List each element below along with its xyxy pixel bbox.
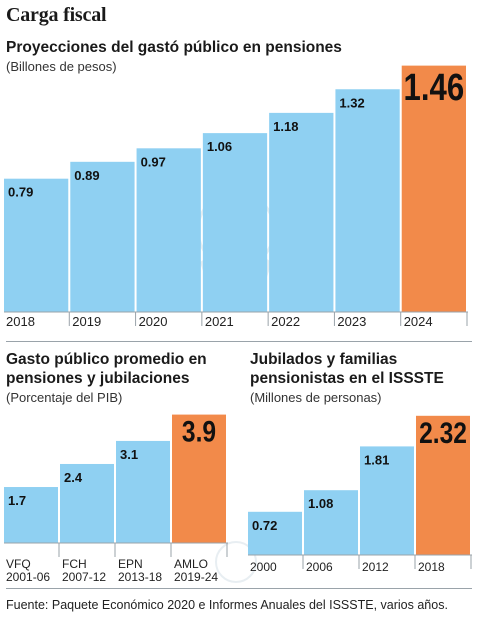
tick-label: 2023 — [337, 314, 366, 329]
data-label: 1.46 — [404, 67, 465, 109]
tick-label: 2018 — [6, 314, 35, 329]
data-label: 0.89 — [74, 168, 99, 183]
data-label: 0.72 — [252, 518, 277, 533]
chart-2-subtitle: (Porcentaje del PIB) — [6, 390, 123, 405]
chart-1-subtitle: (Billones de pesos) — [6, 59, 117, 74]
data-label: 1.81 — [364, 452, 389, 467]
bar-2000 — [248, 511, 302, 555]
data-label: 2.32 — [419, 415, 467, 449]
bar-2018 — [4, 178, 69, 312]
bar-2023 — [335, 89, 400, 312]
chart-3-title-line-2: pensionistas en el ISSSTE — [250, 370, 444, 387]
divider-bottom — [6, 588, 472, 589]
chart-2-title: Gasto público promedio en pensiones y ju… — [6, 350, 207, 388]
tick-label: EPN — [118, 557, 143, 571]
tick-label: 2022 — [271, 314, 300, 329]
tick-label: 2012 — [362, 560, 389, 574]
tick-label: AMLO — [174, 557, 208, 571]
divider-top — [6, 341, 472, 342]
chart-3-title: Jubilados y familias pensionistas en el … — [250, 350, 444, 388]
data-label: 3.9 — [182, 414, 216, 448]
chart-jubilados: 0.72 2000 1.08 2006 1.81 2012 2.32 2018 — [248, 415, 472, 574]
tick-label: 2019 — [72, 314, 101, 329]
data-label: 1.18 — [273, 119, 298, 134]
tick-label: FCH — [62, 557, 87, 571]
data-label: 1.06 — [207, 139, 232, 154]
tick-label: VFQ — [6, 557, 31, 571]
data-label: 0.97 — [141, 154, 166, 169]
data-label: 1.32 — [339, 95, 364, 110]
data-label: 1.08 — [308, 496, 333, 511]
bar-amlo — [172, 414, 226, 543]
tick-label: 2006 — [306, 560, 333, 574]
tick-label: 2018 — [418, 560, 445, 574]
bar-2021 — [202, 133, 268, 312]
bar-2019 — [70, 161, 135, 312]
bar-2024 — [401, 65, 466, 312]
chart-3-title-line-1: Jubilados y familias — [250, 351, 398, 368]
tick-label: 2021 — [205, 314, 234, 329]
tick-label: 2020 — [139, 314, 168, 329]
source-note: Fuente: Paquete Económico 2020 e Informe… — [6, 598, 448, 612]
chart-2-title-line-1: Gasto público promedio en — [6, 351, 207, 368]
tick-label: 2001-06 — [6, 570, 50, 584]
bar-2012 — [360, 446, 414, 555]
tick-label: 2000 — [250, 560, 277, 574]
bar-epn — [116, 440, 170, 543]
data-label: 3.1 — [120, 447, 138, 462]
tick-label: 2019-24 — [174, 570, 218, 584]
bar-2020 — [136, 148, 201, 312]
page-title: Carga fiscal — [6, 4, 107, 26]
bar-2018 — [416, 415, 470, 555]
data-label: 1.7 — [8, 493, 26, 508]
data-label: 0.79 — [8, 185, 33, 200]
bar-fch — [60, 463, 114, 543]
bar-2022 — [269, 112, 334, 312]
chart-proyecciones: 0.79 2018 0.89 2019 0.97 2020 1.06 2021 1.18 2022… — [4, 65, 468, 329]
chart-3-subtitle: (Millones de personas) — [250, 390, 382, 405]
eagle-watermark-small-icon — [215, 541, 257, 583]
tick-label: 2024 — [404, 314, 433, 329]
chart-1-title: Proyecciones del gastó público en pensio… — [6, 39, 342, 56]
bar-2006 — [304, 490, 358, 555]
tick-label: 2013-18 — [118, 570, 162, 584]
bar-vfq — [4, 487, 58, 543]
chart-2-title-line-2: pensiones y jubilaciones — [6, 370, 190, 387]
data-label: 2.4 — [64, 470, 83, 485]
tick-label: 2007-12 — [62, 570, 106, 584]
